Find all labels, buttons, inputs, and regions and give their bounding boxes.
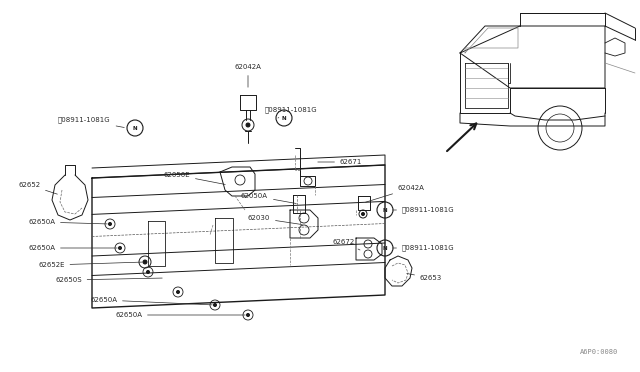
Text: 62652: 62652 bbox=[18, 182, 58, 194]
Circle shape bbox=[143, 260, 147, 264]
Text: 62042A: 62042A bbox=[235, 64, 261, 87]
Text: 62050E: 62050E bbox=[163, 172, 225, 185]
Circle shape bbox=[147, 270, 150, 273]
Text: N: N bbox=[383, 208, 387, 212]
Text: A6P0:0080: A6P0:0080 bbox=[580, 349, 618, 355]
Text: N: N bbox=[132, 125, 138, 131]
Text: N: N bbox=[383, 246, 387, 250]
Circle shape bbox=[246, 314, 250, 317]
Text: 62042A: 62042A bbox=[365, 185, 425, 202]
Text: 62050A: 62050A bbox=[241, 193, 296, 203]
Text: 62671: 62671 bbox=[318, 159, 362, 165]
Text: ⓝ08911-1081G: ⓝ08911-1081G bbox=[393, 245, 454, 251]
Text: ⓝ08911-1081G: ⓝ08911-1081G bbox=[393, 207, 454, 213]
Text: 62652E: 62652E bbox=[38, 262, 142, 268]
Circle shape bbox=[362, 212, 365, 215]
Text: 62650A: 62650A bbox=[90, 297, 212, 305]
Circle shape bbox=[109, 222, 111, 225]
Text: 62650S: 62650S bbox=[55, 277, 162, 283]
Circle shape bbox=[214, 304, 216, 307]
Text: 62653: 62653 bbox=[407, 273, 442, 281]
Text: N: N bbox=[282, 115, 286, 121]
Text: ⓝ08911-1081G: ⓝ08911-1081G bbox=[58, 117, 124, 128]
Circle shape bbox=[246, 123, 250, 127]
Text: 62650A: 62650A bbox=[115, 312, 245, 318]
Text: 62650A: 62650A bbox=[28, 245, 117, 251]
Text: 62030: 62030 bbox=[248, 215, 302, 225]
Text: ⓝ08911-1081G: ⓝ08911-1081G bbox=[265, 107, 317, 118]
Circle shape bbox=[177, 291, 179, 294]
Circle shape bbox=[118, 247, 122, 250]
Text: 62672: 62672 bbox=[333, 239, 360, 250]
Text: 62650A: 62650A bbox=[28, 219, 108, 225]
